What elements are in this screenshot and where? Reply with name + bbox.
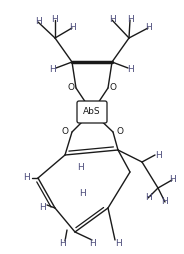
Text: O: O [61, 128, 68, 136]
Text: H: H [89, 239, 95, 247]
Text: H: H [127, 15, 133, 24]
Text: H: H [145, 194, 151, 202]
Text: H: H [155, 151, 161, 160]
Text: AbS: AbS [83, 107, 101, 117]
Text: H: H [50, 66, 56, 74]
Text: H: H [77, 164, 83, 172]
Text: H: H [39, 203, 45, 213]
Text: H: H [109, 15, 115, 24]
Text: O: O [116, 128, 123, 136]
Text: H: H [59, 239, 65, 247]
Text: H: H [69, 24, 75, 33]
Text: H: H [145, 24, 151, 33]
Text: H: H [115, 239, 121, 247]
Text: O: O [68, 84, 75, 92]
Text: H: H [169, 176, 175, 184]
Text: H: H [162, 198, 168, 207]
Text: O: O [109, 84, 116, 92]
Text: H: H [79, 188, 85, 198]
Text: H: H [52, 15, 58, 24]
Text: H: H [23, 173, 29, 183]
Text: H: H [35, 18, 41, 26]
FancyBboxPatch shape [77, 101, 107, 123]
Text: H: H [128, 66, 134, 74]
